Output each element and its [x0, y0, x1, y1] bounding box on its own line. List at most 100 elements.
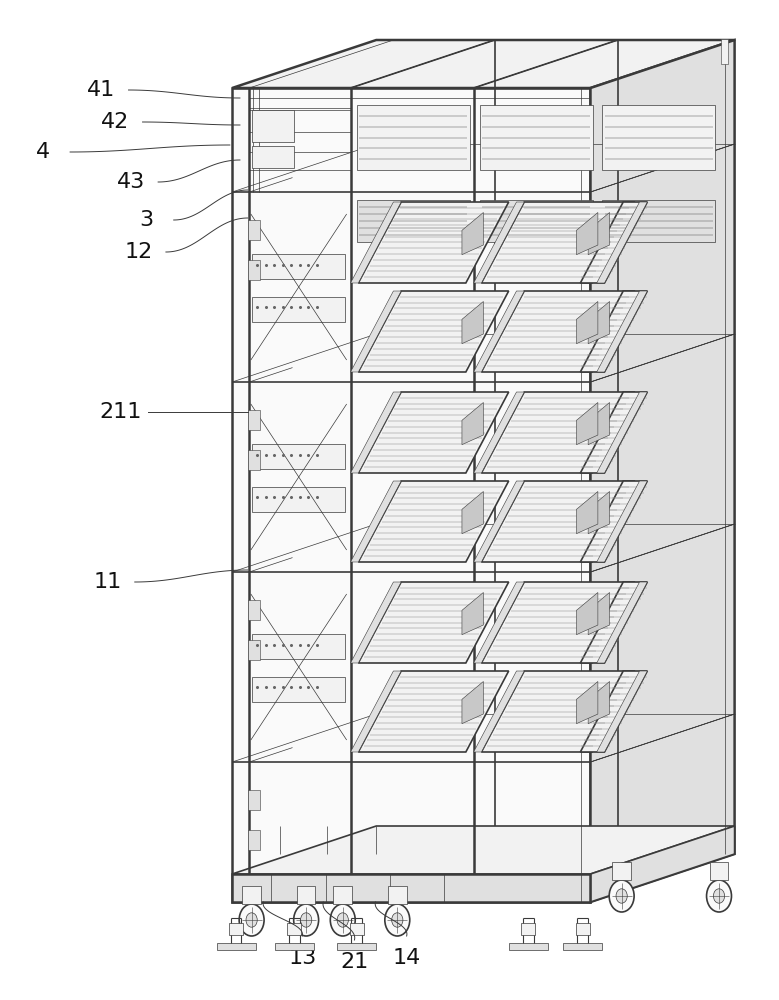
Polygon shape: [576, 402, 597, 445]
Polygon shape: [351, 202, 401, 283]
Bar: [480, 105, 593, 170]
Polygon shape: [576, 301, 597, 344]
Bar: [350, 923, 364, 935]
Polygon shape: [588, 592, 609, 635]
Bar: [248, 640, 260, 660]
Polygon shape: [481, 392, 635, 473]
Circle shape: [239, 904, 264, 936]
Text: 21: 21: [340, 952, 368, 972]
Bar: [602, 200, 715, 242]
Bar: [232, 874, 590, 902]
Bar: [248, 830, 260, 850]
Text: 12: 12: [125, 242, 153, 262]
Polygon shape: [588, 681, 609, 724]
Circle shape: [246, 913, 257, 927]
Text: 11: 11: [93, 572, 122, 592]
Polygon shape: [474, 671, 524, 752]
Polygon shape: [580, 291, 647, 372]
Bar: [252, 444, 345, 469]
Bar: [252, 487, 345, 512]
Bar: [509, 943, 548, 950]
Bar: [602, 105, 715, 170]
Circle shape: [707, 880, 731, 912]
Text: 13: 13: [288, 948, 316, 968]
Bar: [563, 943, 602, 950]
Polygon shape: [474, 582, 524, 663]
Polygon shape: [580, 202, 647, 283]
Circle shape: [294, 904, 319, 936]
Polygon shape: [474, 202, 524, 283]
Bar: [275, 943, 314, 950]
Circle shape: [392, 913, 403, 927]
Polygon shape: [597, 671, 647, 752]
Polygon shape: [580, 582, 647, 663]
Bar: [242, 886, 261, 904]
Bar: [248, 410, 260, 430]
Polygon shape: [358, 582, 509, 663]
Bar: [252, 297, 345, 322]
Polygon shape: [462, 491, 483, 534]
Bar: [721, 39, 728, 64]
Polygon shape: [588, 301, 609, 344]
Circle shape: [337, 913, 348, 927]
Polygon shape: [462, 402, 483, 445]
Circle shape: [385, 904, 410, 936]
Bar: [252, 146, 294, 168]
Polygon shape: [351, 291, 401, 372]
Polygon shape: [462, 592, 483, 635]
Bar: [612, 862, 631, 880]
Polygon shape: [481, 582, 635, 663]
Bar: [252, 677, 345, 702]
Bar: [480, 200, 593, 242]
Polygon shape: [474, 481, 524, 562]
Bar: [710, 862, 728, 880]
Bar: [252, 254, 345, 279]
Polygon shape: [580, 392, 647, 473]
Circle shape: [616, 889, 627, 903]
Bar: [229, 923, 243, 935]
Polygon shape: [481, 481, 635, 562]
Polygon shape: [580, 671, 647, 752]
Polygon shape: [588, 491, 609, 534]
Text: 14: 14: [393, 948, 421, 968]
Bar: [248, 600, 260, 620]
Text: 42: 42: [101, 112, 129, 132]
Circle shape: [714, 889, 724, 903]
Polygon shape: [232, 826, 735, 874]
Polygon shape: [474, 291, 524, 372]
Polygon shape: [351, 582, 401, 663]
Bar: [217, 943, 256, 950]
Polygon shape: [358, 671, 509, 752]
Bar: [521, 923, 535, 935]
Polygon shape: [462, 681, 483, 724]
Polygon shape: [462, 301, 483, 344]
Polygon shape: [481, 202, 635, 283]
Text: 3: 3: [139, 210, 153, 230]
Bar: [576, 923, 590, 935]
Polygon shape: [351, 392, 401, 473]
Polygon shape: [597, 392, 647, 473]
Polygon shape: [576, 212, 597, 255]
Polygon shape: [597, 291, 647, 372]
Bar: [287, 923, 301, 935]
Polygon shape: [474, 392, 524, 473]
Polygon shape: [481, 291, 635, 372]
Polygon shape: [358, 202, 509, 283]
Polygon shape: [358, 291, 509, 372]
Bar: [357, 105, 470, 170]
Polygon shape: [597, 202, 647, 283]
Polygon shape: [351, 671, 401, 752]
Bar: [252, 634, 345, 659]
Polygon shape: [588, 212, 609, 255]
Bar: [248, 450, 260, 470]
Polygon shape: [597, 582, 647, 663]
Polygon shape: [588, 402, 609, 445]
Polygon shape: [597, 481, 647, 562]
Circle shape: [330, 904, 355, 936]
Text: 43: 43: [117, 172, 145, 192]
Bar: [388, 886, 407, 904]
Bar: [232, 88, 590, 902]
Polygon shape: [576, 681, 597, 724]
Polygon shape: [576, 592, 597, 635]
Text: 4: 4: [36, 142, 50, 162]
